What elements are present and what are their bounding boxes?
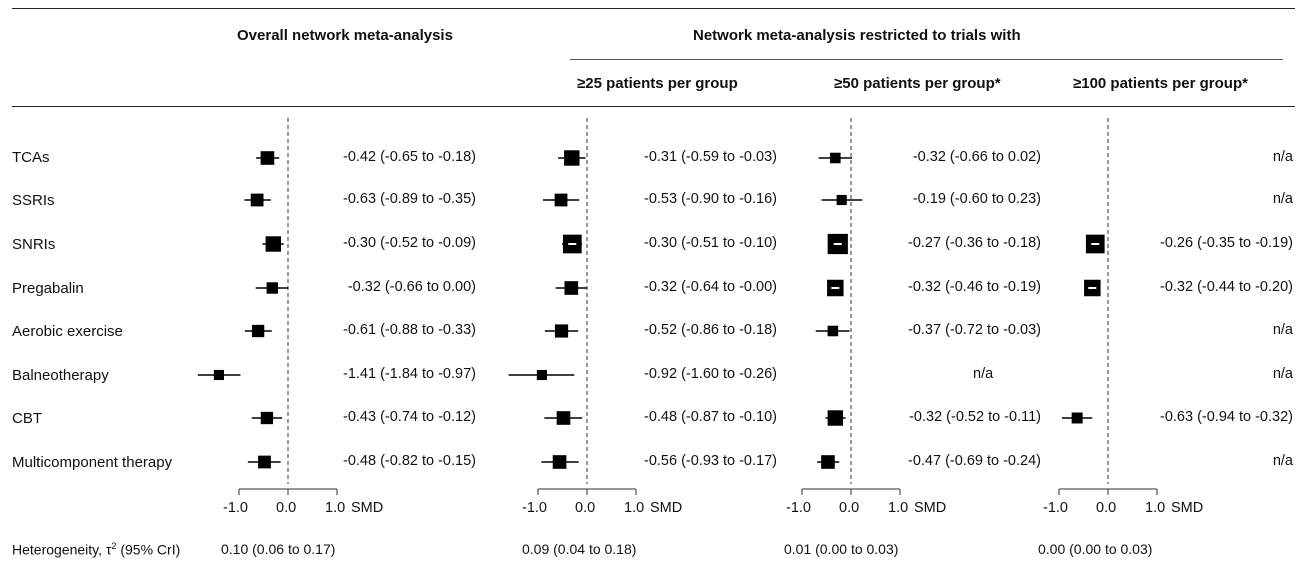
tick-label: 0.0 (575, 500, 596, 516)
na-label: n/a (1272, 191, 1293, 207)
na-label: n/a (1272, 322, 1293, 338)
estimate-box (827, 410, 844, 426)
tick-label: 1.0 (325, 500, 346, 516)
estimate-label: -0.48 (-0.87 to -0.10) (644, 409, 777, 425)
row-label: TCAs (12, 149, 50, 166)
heterogeneity-label-sup: 2 (111, 541, 117, 551)
heterogeneity-value: 0.10 (0.06 to 0.17) (221, 541, 336, 557)
x-axis-label: SMD (351, 500, 384, 516)
tick-label: 0.0 (276, 500, 297, 516)
estimate-box (536, 369, 547, 381)
heterogeneity-label-suffix: (95% CrI) (116, 541, 181, 558)
estimate-label: -0.30 (-0.52 to -0.09) (343, 235, 476, 251)
estimate-box (564, 150, 580, 166)
estimate-label: -0.47 (-0.69 to -0.24) (908, 453, 1041, 469)
row-label: SSRIs (12, 192, 55, 209)
x-axis-label: SMD (914, 500, 947, 516)
row-label: Balneotherapy (12, 367, 109, 384)
estimate-box (827, 325, 839, 337)
tick-label: -1.0 (1043, 500, 1068, 516)
estimate-label: -0.53 (-0.90 to -0.16) (644, 191, 777, 207)
estimate-box (260, 411, 274, 425)
na-label: n/a (973, 366, 994, 382)
estimate-box (821, 455, 835, 469)
estimate-label: -0.63 (-0.89 to -0.35) (343, 191, 476, 207)
estimate-label: -0.27 (-0.36 to -0.18) (908, 235, 1041, 251)
estimate-label: -0.56 (-0.93 to -0.17) (644, 453, 777, 469)
na-label: n/a (1272, 453, 1293, 469)
tick-label: 1.0 (624, 500, 645, 516)
estimate-label: -1.41 (-1.84 to -0.97) (343, 366, 476, 382)
estimate-label: -0.32 (-0.46 to -0.19) (908, 279, 1041, 295)
estimate-box (1071, 412, 1083, 424)
estimate-label: -0.43 (-0.74 to -0.12) (343, 409, 476, 425)
estimate-label: -0.48 (-0.82 to -0.15) (343, 453, 476, 469)
row-label: Pregabalin (12, 280, 84, 297)
na-label: n/a (1272, 366, 1293, 382)
estimate-label: -0.42 (-0.65 to -0.18) (343, 149, 476, 165)
estimate-box (830, 152, 841, 164)
row-label: Multicomponent therapy (12, 454, 173, 471)
header-panel-25: ≥25 patients per group (577, 75, 738, 92)
header-panel-50: ≥50 patients per group* (834, 75, 1001, 92)
na-label: n/a (1272, 149, 1293, 165)
estimate-label: -0.61 (-0.88 to -0.33) (343, 322, 476, 338)
tick-label: -1.0 (522, 500, 547, 516)
restricted-rule (570, 59, 1283, 60)
row-label: CBT (12, 410, 42, 427)
header-overall: Overall network meta-analysis (237, 27, 453, 44)
top-rule (12, 8, 1295, 9)
estimate-box (554, 193, 568, 207)
row-label: SNRIs (12, 236, 56, 253)
header-panel-100: ≥100 patients per group* (1073, 75, 1248, 92)
x-axis-label: SMD (1171, 500, 1204, 516)
heterogeneity-value: 0.01 (0.00 to 0.03) (784, 541, 899, 557)
estimate-box (265, 236, 281, 252)
heterogeneity-value: 0.00 (0.00 to 0.03) (1038, 541, 1153, 557)
row-label: Aerobic exercise (12, 323, 123, 340)
estimate-box (554, 324, 569, 338)
estimate-box (836, 194, 847, 206)
estimate-label: -0.26 (-0.35 to -0.19) (1160, 235, 1293, 251)
estimate-label: -0.32 (-0.64 to -0.00) (644, 279, 777, 295)
tick-label: 1.0 (1145, 500, 1166, 516)
estimate-label: -0.32 (-0.44 to -0.20) (1160, 279, 1293, 295)
tick-label: 1.0 (888, 500, 909, 516)
estimate-label: -0.31 (-0.59 to -0.03) (644, 149, 777, 165)
tick-label: -1.0 (786, 500, 811, 516)
estimate-label: -0.63 (-0.94 to -0.32) (1160, 409, 1293, 425)
estimate-box (260, 151, 275, 165)
estimate-box (251, 324, 265, 338)
estimate-label: -0.30 (-0.51 to -0.10) (644, 235, 777, 251)
tick-label: 0.0 (839, 500, 860, 516)
estimate-label: -0.32 (-0.66 to 0.00) (347, 279, 476, 295)
tick-label: -1.0 (223, 500, 248, 516)
estimate-box (258, 455, 271, 469)
header-restricted: Network meta-analysis restricted to tria… (693, 27, 1021, 44)
estimate-label: -0.19 (-0.60 to 0.23) (912, 191, 1041, 207)
estimate-box (552, 455, 567, 469)
x-axis-label: SMD (650, 500, 683, 516)
estimate-box (266, 282, 279, 294)
estimate-box (213, 369, 224, 381)
estimate-label: -0.37 (-0.72 to -0.03) (908, 322, 1041, 338)
header-bottom-rule (12, 106, 1295, 107)
estimate-box (250, 193, 264, 207)
estimate-box (564, 281, 579, 295)
estimate-box (556, 411, 571, 425)
estimate-label: -0.32 (-0.52 to -0.11) (909, 409, 1041, 425)
heterogeneity-label: Heterogeneity, τ2 (95% CrI) (12, 541, 180, 558)
heterogeneity-value: 0.09 (0.04 to 0.18) (522, 541, 637, 557)
tick-label: 0.0 (1096, 500, 1117, 516)
estimate-label: -0.32 (-0.66 to 0.02) (912, 149, 1041, 165)
estimate-label: -0.92 (-1.60 to -0.26) (644, 366, 777, 382)
heterogeneity-label-text: Heterogeneity, τ (12, 541, 112, 558)
estimate-label: -0.52 (-0.86 to -0.18) (644, 322, 777, 338)
